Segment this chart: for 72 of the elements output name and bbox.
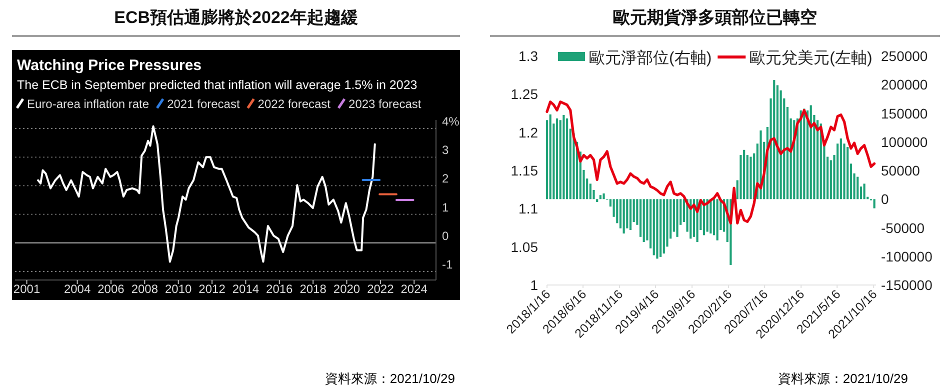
- bar: [863, 184, 866, 200]
- bar: [840, 138, 842, 200]
- y-tick-label: 1: [530, 277, 538, 293]
- y-tick-label: 0: [442, 228, 449, 243]
- bar: [846, 147, 849, 200]
- chart-subtitle: Watching Price Pressures: [17, 57, 202, 74]
- y2-tick-label: 200000: [881, 76, 928, 93]
- bar: [562, 114, 565, 200]
- x-tick-label: 2022: [367, 282, 394, 296]
- x-tick-label: 2014: [232, 282, 260, 296]
- bar: [743, 150, 746, 200]
- x-tick-label: 2006: [98, 282, 125, 296]
- x-tick-label: 2001: [13, 282, 40, 296]
- y2-tick-label: 100000: [881, 134, 928, 150]
- bar: [773, 80, 776, 200]
- x-tick-label: 2020: [333, 282, 360, 296]
- x-tick-label: 2016: [266, 282, 294, 296]
- y2-tick-label: 250000: [881, 48, 928, 64]
- x-tick-label: 2018: [300, 282, 327, 296]
- bar: [566, 118, 568, 200]
- line-series: [546, 100, 876, 224]
- text: The ECB in September predicted that inflation will average 1.5% in 2023: [17, 78, 418, 92]
- bar: [642, 199, 645, 242]
- y-tick-label: 1.05: [510, 238, 538, 255]
- legend-label: 2023 forecast: [348, 97, 422, 111]
- x-tick-label: 2004: [64, 282, 91, 296]
- bar: [662, 199, 665, 254]
- bar: [622, 199, 625, 234]
- bar: [629, 199, 632, 230]
- bar: [652, 199, 655, 256]
- y2-tick-label: 50000: [881, 162, 920, 178]
- bar: [716, 199, 718, 240]
- bar: [599, 195, 602, 200]
- bar: [810, 105, 812, 200]
- source-note: 資料來源：2021/10/29: [324, 371, 455, 386]
- bar: [676, 199, 678, 237]
- y2-tick-label: -50000: [881, 220, 925, 236]
- bar: [549, 114, 552, 200]
- legend-label: Euro-area inflation rate: [27, 97, 150, 111]
- bar: [596, 199, 598, 202]
- y-tick-label: 1.3: [518, 48, 538, 64]
- bar: [656, 199, 658, 259]
- bar: [750, 156, 752, 200]
- y-tick-label: 1.15: [510, 162, 538, 178]
- y2-tick-label: 150000: [881, 105, 928, 122]
- y2-tick-label: -100000: [881, 248, 933, 264]
- legend-label: 2022 forecast: [258, 97, 332, 111]
- x-tick-label: 2008: [131, 282, 158, 296]
- y-tick-label: 4%: [442, 114, 460, 129]
- legend-label: 歐元淨部位(右軸): [589, 49, 712, 67]
- bar: [602, 193, 605, 200]
- x-tick-label: 2012: [198, 282, 226, 296]
- chart-title: 歐元期貨淨多頭部位已轉空: [613, 8, 817, 27]
- bar: [856, 176, 859, 200]
- y-tick-label: 1.1: [518, 200, 538, 217]
- y2-tick-label: -150000: [881, 277, 933, 293]
- source-note: 資料來源：2021/10/29: [778, 371, 908, 386]
- bar: [556, 118, 558, 200]
- y-tick-label: 3: [442, 143, 449, 158]
- y-tick-label: -1: [442, 257, 453, 272]
- x-tick-label: 2024: [400, 282, 428, 296]
- bar: [873, 199, 876, 208]
- bar: [660, 199, 662, 257]
- legend-label: 歐元兌美元(左軸): [750, 49, 872, 67]
- legend-label: 2021 forecast: [167, 97, 240, 111]
- chart-title: ECB預估通膨將於2022年起趨緩: [114, 8, 358, 27]
- y2-tick-label: 0: [881, 191, 889, 208]
- y-tick-label: 1: [442, 200, 449, 214]
- y-tick-label: 1.25: [510, 86, 538, 102]
- y-tick-label: 1.2: [518, 124, 538, 140]
- x-tick-label: 2010: [164, 282, 192, 296]
- y-tick-label: 2: [442, 172, 449, 186]
